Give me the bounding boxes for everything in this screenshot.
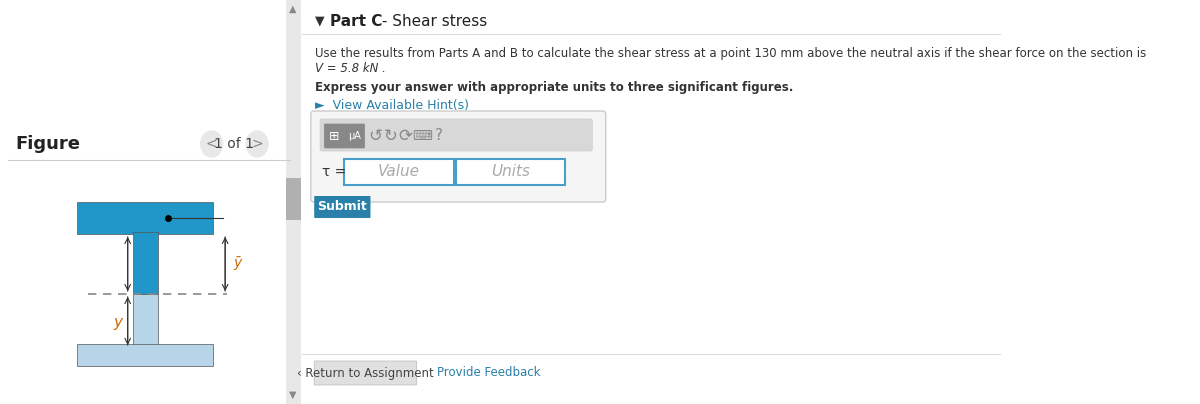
Text: ▲: ▲ <box>289 4 296 14</box>
FancyBboxPatch shape <box>133 294 158 348</box>
Text: ⊞: ⊞ <box>329 130 340 143</box>
Text: ►  View Available Hint(s): ► View Available Hint(s) <box>316 99 469 112</box>
Text: ▼: ▼ <box>316 15 325 27</box>
Text: ↺: ↺ <box>368 127 383 145</box>
FancyBboxPatch shape <box>286 0 301 404</box>
FancyBboxPatch shape <box>0 0 299 404</box>
Text: Figure: Figure <box>16 135 80 153</box>
Text: >: > <box>251 137 263 151</box>
Text: 1 of 1: 1 of 1 <box>214 137 253 151</box>
Text: Submit: Submit <box>317 200 367 213</box>
Text: Express your answer with appropriate units to three significant figures.: Express your answer with appropriate uni… <box>316 82 793 95</box>
Text: ‹ Return to Assignment: ‹ Return to Assignment <box>298 366 434 379</box>
Text: ▼: ▼ <box>289 390 296 400</box>
Text: μA: μA <box>348 131 361 141</box>
FancyBboxPatch shape <box>320 119 593 151</box>
FancyBboxPatch shape <box>133 232 158 294</box>
Text: Value: Value <box>378 164 420 179</box>
Circle shape <box>246 131 268 157</box>
Text: Provide Feedback: Provide Feedback <box>437 366 540 379</box>
FancyBboxPatch shape <box>344 124 365 148</box>
Circle shape <box>200 131 223 157</box>
FancyBboxPatch shape <box>456 159 565 185</box>
FancyBboxPatch shape <box>286 178 301 220</box>
Text: $y$: $y$ <box>113 316 125 332</box>
Text: Part C: Part C <box>330 13 383 29</box>
Text: τ =: τ = <box>322 165 346 179</box>
Text: ⟳: ⟳ <box>398 127 413 145</box>
Text: <: < <box>206 137 217 151</box>
Text: ⌨: ⌨ <box>413 129 432 143</box>
FancyBboxPatch shape <box>344 159 454 185</box>
Text: Use the results from Parts A and B to calculate the shear stress at a point 130 : Use the results from Parts A and B to ca… <box>316 48 1146 61</box>
FancyBboxPatch shape <box>311 111 606 202</box>
Text: V = 5.8 kN .: V = 5.8 kN . <box>316 63 386 76</box>
Text: Units: Units <box>491 164 530 179</box>
FancyBboxPatch shape <box>314 361 416 385</box>
Text: ↻: ↻ <box>384 127 397 145</box>
Text: - Shear stress: - Shear stress <box>377 13 487 29</box>
FancyBboxPatch shape <box>324 124 344 148</box>
Text: $\bar{y}$: $\bar{y}$ <box>233 255 244 273</box>
Text: ?: ? <box>436 128 443 143</box>
FancyBboxPatch shape <box>77 344 214 366</box>
FancyBboxPatch shape <box>314 196 371 218</box>
FancyBboxPatch shape <box>77 202 214 234</box>
